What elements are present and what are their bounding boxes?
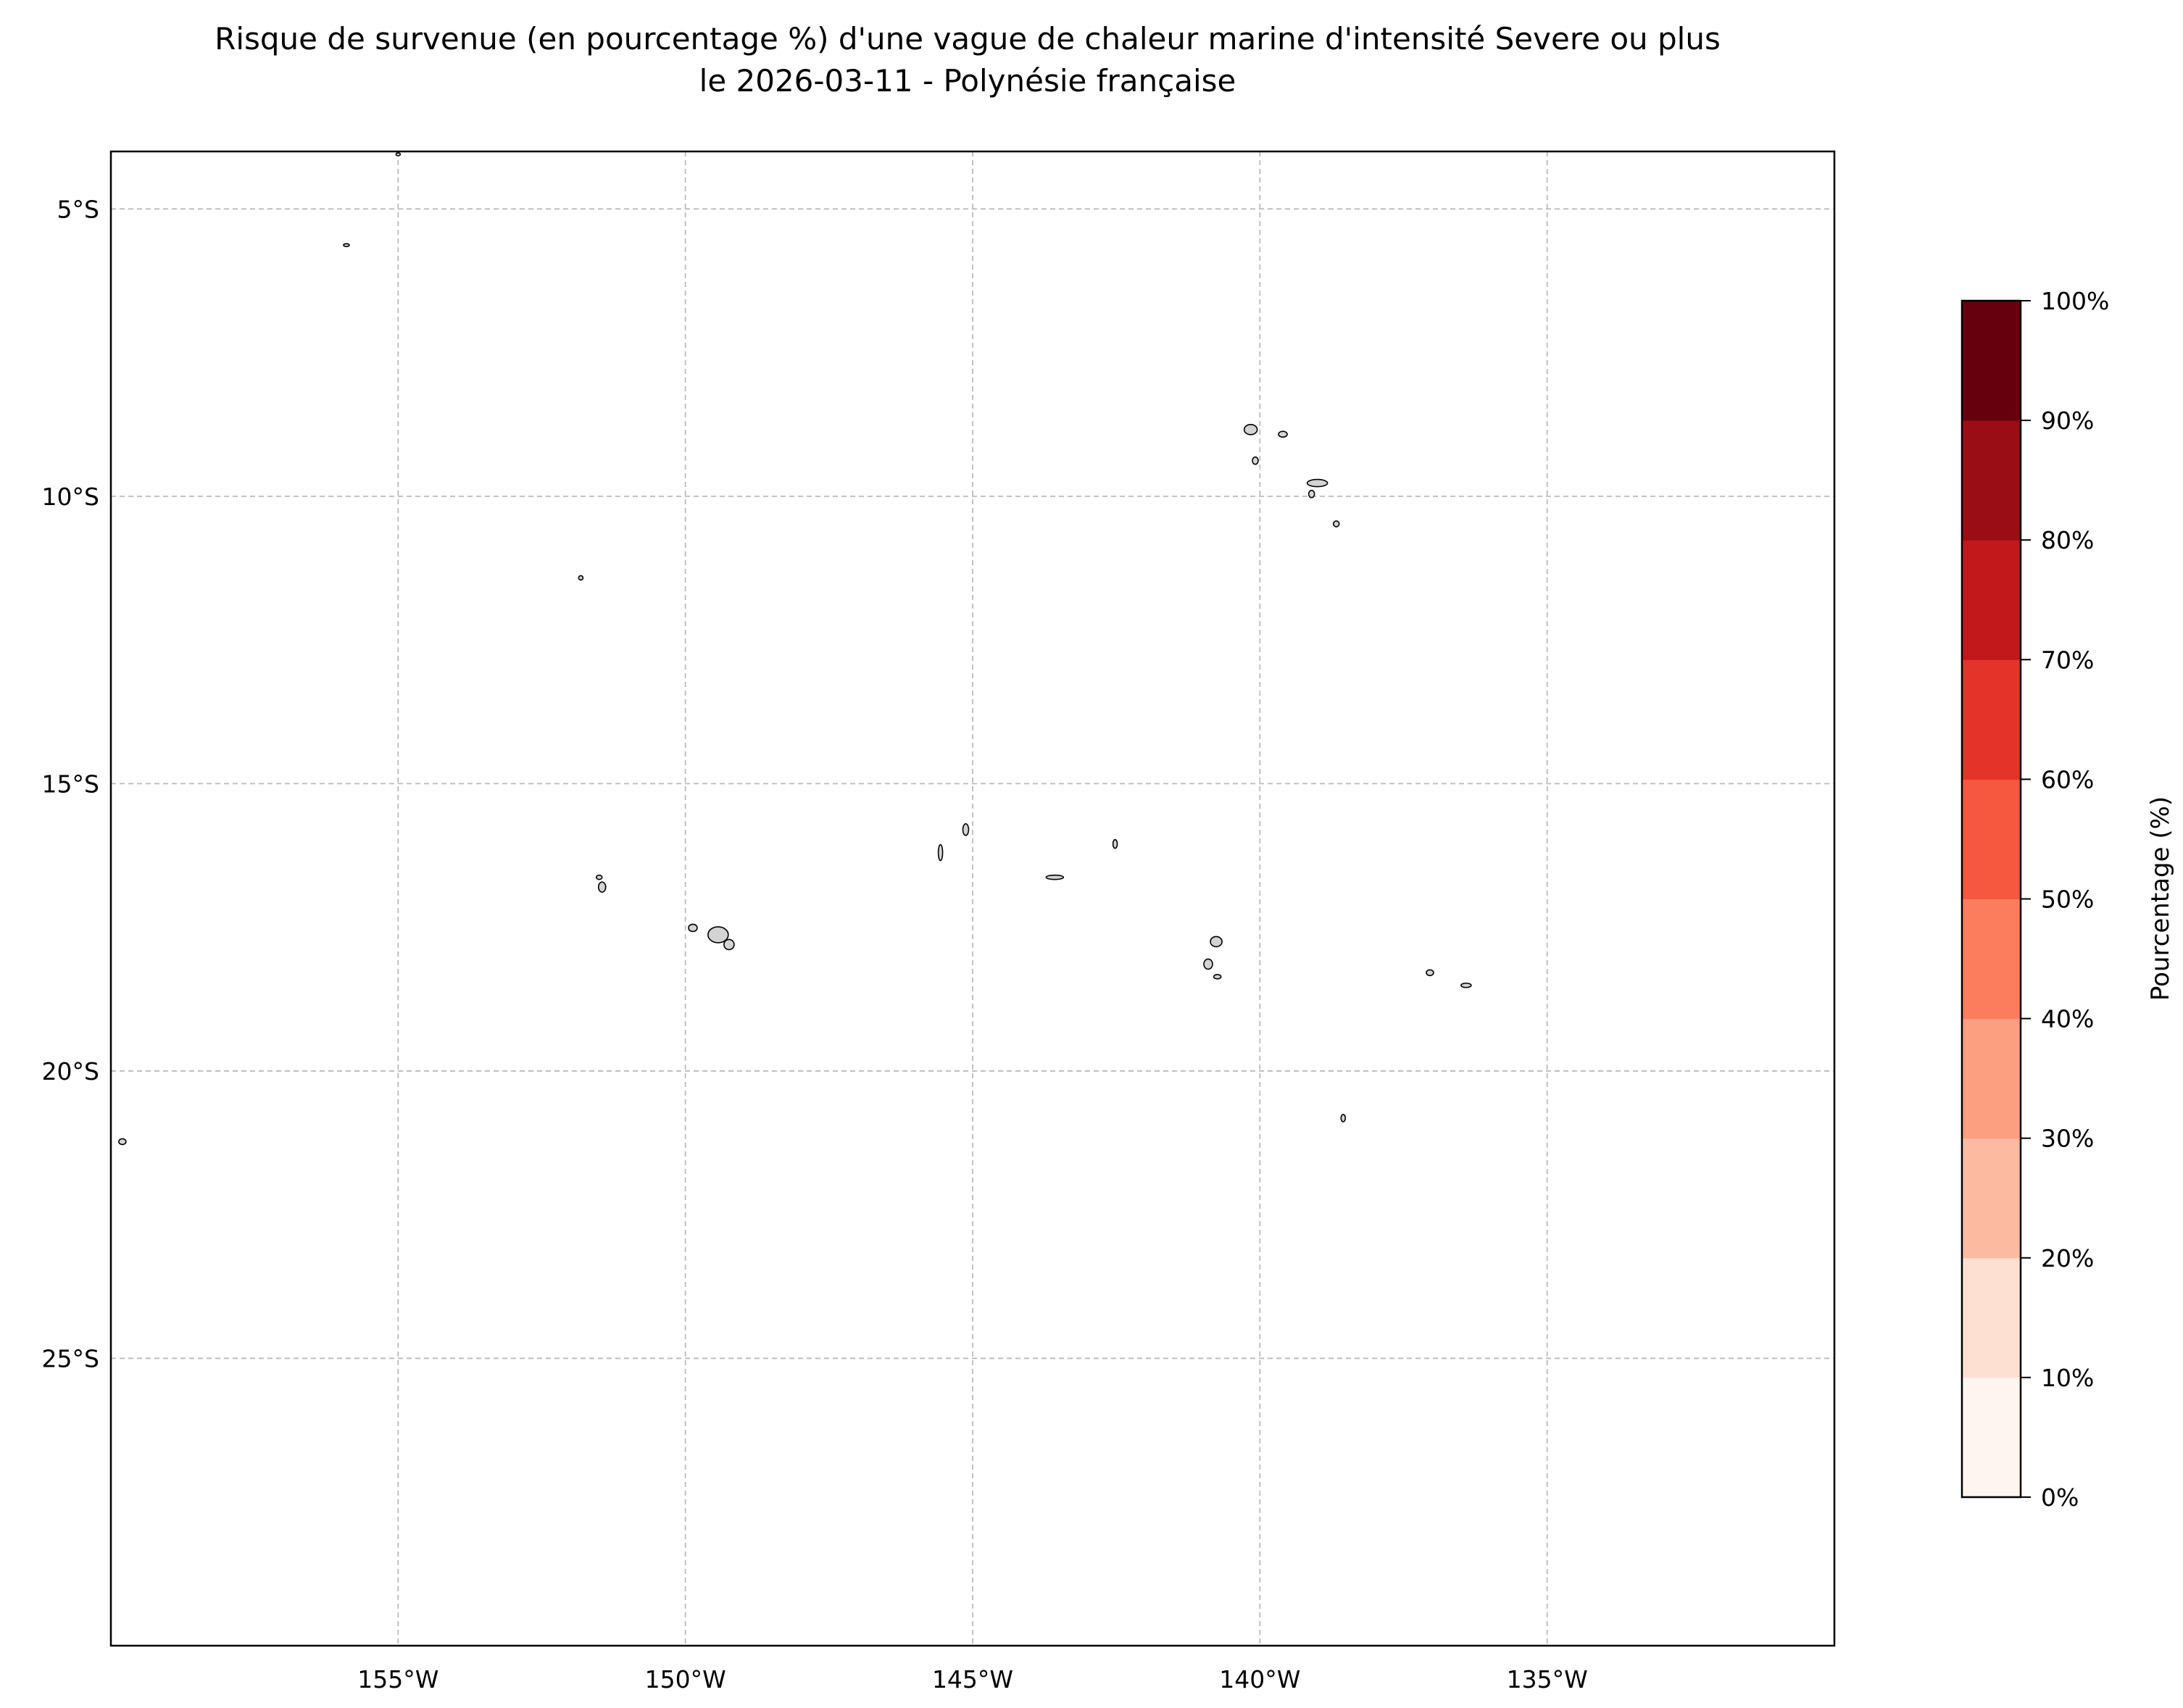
island (1210, 936, 1223, 948)
x-tick-label: 140°W (1219, 1665, 1300, 1694)
colorbar-segment (1962, 1257, 2021, 1378)
colorbar-tick-label: 0% (2041, 1483, 2079, 1512)
y-tick-label: 15°S (42, 770, 99, 798)
colorbar: 0% 10% 20% 30% 40% 50% 60% 70% 80% 90% 100% (1960, 287, 2109, 1512)
colorbar-tick-label: 10% (2041, 1364, 2094, 1392)
island (1306, 478, 1328, 488)
colorbar-label: Pourcentage (%) (2146, 796, 2175, 1001)
island (937, 843, 944, 862)
colorbar-tick-label: 80% (2041, 526, 2094, 554)
colorbar-segment (1962, 899, 2021, 1020)
island (1213, 974, 1222, 980)
colorbar-tick-label: 50% (2041, 886, 2094, 914)
island (118, 1138, 127, 1146)
colorbar-tick-label: 40% (2041, 1005, 2094, 1033)
x-tick-label: 135°W (1507, 1665, 1588, 1694)
colorbar-tick-label: 60% (2041, 765, 2094, 793)
island (1243, 424, 1258, 436)
map-frame (109, 150, 1836, 1647)
island (1252, 456, 1259, 465)
y-tick-label: 5°S (57, 195, 99, 223)
colorbar-tick-label: 90% (2041, 407, 2094, 435)
island (395, 152, 402, 157)
island (1332, 520, 1340, 528)
island (1112, 838, 1118, 849)
colorbar-tick-label: 100% (2041, 287, 2109, 315)
x-tick-label: 145°W (932, 1665, 1013, 1694)
colorbar-segment (1962, 301, 2021, 421)
y-tick-label: 10°S (42, 483, 99, 511)
island (688, 923, 698, 933)
x-tick-label: 150°W (645, 1665, 726, 1694)
island (707, 926, 729, 943)
island (1460, 982, 1472, 988)
colorbar-tick-label: 70% (2041, 646, 2094, 674)
island (597, 881, 607, 893)
map-area: 155°W 150°W 145°W 140°W 135°W 5°S 10°S 15°S 20°S… (42, 150, 1836, 1694)
colorbar-tick-label: 30% (2041, 1125, 2094, 1153)
colorbar-segment (1962, 1018, 2021, 1139)
x-tick-label: 155°W (357, 1665, 438, 1694)
colorbar-segment (1962, 779, 2021, 899)
island (1045, 874, 1065, 880)
island (1278, 430, 1288, 438)
colorbar-segment (1962, 540, 2021, 660)
island (595, 874, 603, 880)
colorbar-segment (1962, 659, 2021, 780)
island (343, 243, 350, 248)
chart-title-line1: Risque de survenue (en pourcentage %) d'… (215, 21, 1721, 57)
island (578, 575, 584, 581)
colorbar-segment (1962, 1377, 2021, 1498)
island (723, 938, 735, 951)
y-tick-label: 25°S (42, 1344, 99, 1372)
island (1203, 958, 1213, 970)
island (1340, 1114, 1347, 1122)
island (1307, 489, 1315, 499)
colorbar-segment (1962, 1138, 2021, 1259)
island (1426, 969, 1434, 977)
colorbar-segment (1962, 420, 2021, 541)
y-tick-label: 20°S (42, 1057, 99, 1086)
island (962, 823, 970, 836)
chart-title-line2: le 2026-03-11 - Polynésie française (699, 63, 1236, 99)
colorbar-tick-label: 20% (2041, 1244, 2094, 1272)
